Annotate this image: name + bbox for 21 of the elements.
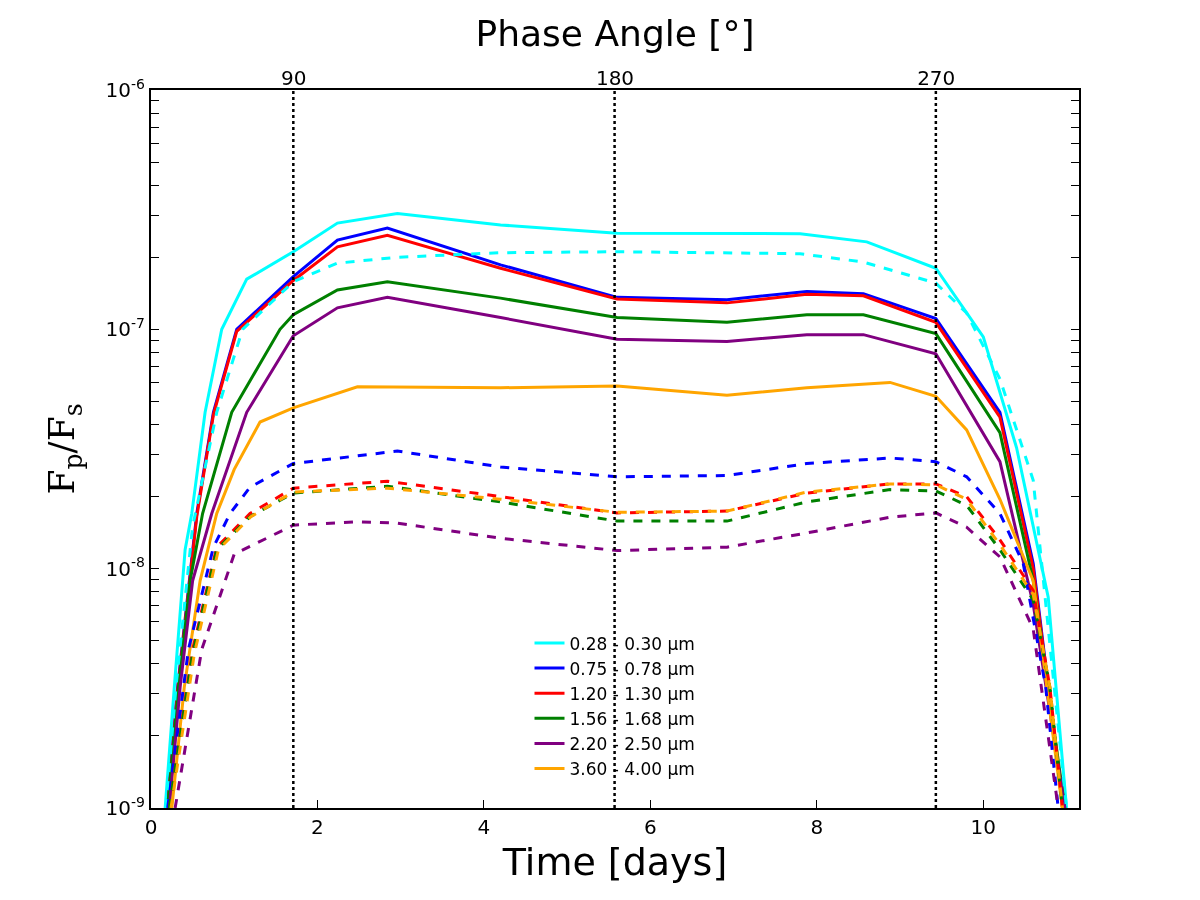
legend-label: 0.75 - 0.78 μm bbox=[569, 658, 695, 679]
x2-tick-label: 270 bbox=[917, 66, 956, 90]
x-tick-label: 2 bbox=[311, 815, 324, 839]
x-axis-title: Time [days] bbox=[501, 839, 728, 884]
legend-label: 2.20 - 2.50 μm bbox=[569, 734, 695, 755]
legend-label: 1.56 - 1.68 μm bbox=[569, 708, 695, 729]
legend-label: 3.60 - 4.00 μm bbox=[569, 759, 695, 780]
x-tick-label: 4 bbox=[477, 815, 491, 839]
x-tick-label: 6 bbox=[644, 815, 657, 839]
x-tick-label: 0 bbox=[144, 815, 158, 839]
x-tick-label: 10 bbox=[970, 815, 997, 839]
x2-tick-label: 180 bbox=[595, 66, 635, 90]
x-tick-label: 8 bbox=[810, 815, 824, 839]
y-tick-label: 10$^{-6}$ bbox=[105, 75, 146, 102]
y-tick-label: 10$^{-8}$ bbox=[105, 554, 145, 581]
legend-label: 1.20 - 1.30 μm bbox=[569, 683, 695, 704]
x2-axis-title: Phase Angle [°] bbox=[475, 12, 755, 54]
x2-tick-label: 90 bbox=[281, 66, 307, 90]
legend-label: 0.28 - 0.30 μm bbox=[569, 633, 695, 654]
y-tick-label: 10$^{-9}$ bbox=[105, 793, 145, 820]
y-tick-label: 10$^{-7}$ bbox=[105, 314, 145, 342]
